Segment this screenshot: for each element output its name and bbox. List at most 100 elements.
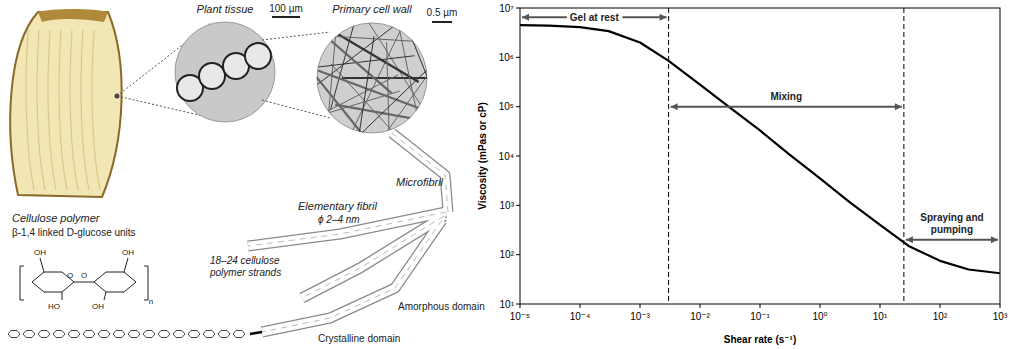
label: Crystalline domain (318, 333, 400, 344)
x-tick (700, 304, 701, 308)
x-tick (940, 304, 941, 308)
viscosity-curve (520, 25, 1000, 273)
plot-area (520, 8, 1000, 304)
x-tick (580, 304, 581, 308)
fibre (363, 14, 438, 132)
fibril-outline (392, 133, 448, 212)
region-arrow (906, 239, 998, 241)
x-axis-title: Shear rate (s⁻¹) (724, 334, 797, 345)
label-patch (567, 11, 623, 24)
label: Plant tissue (197, 3, 254, 15)
fibre (286, 2, 392, 94)
fibre (353, 36, 374, 174)
x-tick-label: 10² (933, 311, 948, 322)
glucose-unit (188, 331, 200, 338)
x-tick (1000, 304, 1001, 308)
ring (94, 272, 136, 292)
figure: Plant tissue100 µmPrimary cell wall0.5 µ… (0, 0, 1022, 349)
x-tick-label: 10⁻² (690, 311, 710, 322)
atom-label: n (149, 297, 153, 306)
y-tick-label: 10⁴ (499, 151, 514, 162)
fibres (266, 0, 482, 182)
glucose-unit (143, 331, 155, 338)
glucose-unit (158, 331, 170, 338)
fibre (275, 56, 414, 72)
x-tick (880, 304, 881, 308)
diagram: Plant tissue100 µmPrimary cell wall0.5 µ… (8, 0, 485, 344)
bulb-top (38, 9, 108, 22)
y-tick (516, 8, 520, 9)
arrow-head (906, 236, 913, 243)
label: Primary cell wall (332, 3, 412, 15)
fibril-strand (392, 133, 448, 212)
ring (32, 272, 74, 292)
scale-bar (272, 16, 300, 18)
cell (199, 63, 225, 89)
atom-label: OH (92, 302, 104, 311)
fibre (298, 11, 418, 82)
fibril-body (302, 216, 444, 298)
bracket (20, 266, 148, 300)
arrow-head (991, 236, 998, 243)
fibril-strand (248, 212, 446, 246)
y-tick (516, 106, 520, 107)
annotations: Gel at restMixingSpraying andpumping (522, 11, 998, 243)
structure: OH HO O OH O OH n (20, 248, 153, 311)
atom-label: O (67, 271, 73, 280)
plot-frame (520, 8, 1000, 304)
x-tick (640, 304, 641, 308)
y-tick-label: 10² (500, 249, 515, 260)
atom-label: O (81, 271, 87, 280)
y-tick-label: 10⁷ (499, 3, 514, 14)
y-tick-label: 10⁶ (499, 52, 514, 63)
bulb-ridge (70, 30, 78, 190)
glucose-unit (68, 331, 80, 338)
scale-label: 100 µm (269, 3, 303, 14)
label: Cellulose polymer (12, 212, 101, 224)
bulb-ridge (59, 30, 67, 190)
label: β-1,4 linked D-glucose units (12, 227, 136, 238)
atom-label: OH (122, 248, 134, 257)
annotation-label: Gel at rest (570, 12, 620, 23)
bulb-ridge (37, 30, 45, 190)
y-tick-label: 10⁵ (499, 101, 514, 112)
x-tick-label: 10⁰ (812, 311, 827, 322)
label: Microfibril (396, 176, 444, 188)
y-tick (516, 156, 520, 157)
glucose-unit (53, 331, 65, 338)
bulb-ridge (26, 30, 34, 190)
bulb-ridge (92, 30, 100, 190)
x-tick (520, 304, 521, 308)
text-line: 18–24 cellulose (210, 255, 280, 266)
glucose-unit (218, 331, 230, 338)
arrow-head (895, 103, 902, 110)
fibril-body (392, 133, 448, 212)
fibre (360, 37, 461, 134)
zoom-line (262, 100, 330, 118)
bulb (10, 12, 121, 197)
fibre (298, 34, 438, 43)
arrow-head (671, 103, 678, 110)
x-tick-label: 10⁻⁴ (570, 311, 591, 322)
glucose-unit (83, 331, 95, 338)
annotation-label: Mixing (770, 91, 802, 102)
glucose-unit (98, 331, 110, 338)
y-tick (516, 254, 520, 255)
y-tick (516, 205, 520, 206)
glucose-unit (8, 331, 20, 338)
glucose-unit (23, 331, 35, 338)
x-tick-label: 10⁻¹ (750, 311, 770, 322)
glucose-unit (38, 331, 50, 338)
glucose-unit (173, 331, 185, 338)
glucose-unit (233, 331, 245, 338)
glucose-unit (128, 331, 140, 338)
label: Elementary fibril (298, 200, 377, 212)
bulb-ridge (81, 30, 89, 190)
label: ϕ 2–4 nm (318, 214, 360, 225)
bonds (40, 258, 128, 300)
atom-label: HO (48, 302, 60, 311)
atom-label: OH (34, 248, 46, 257)
fibril-strand (262, 220, 442, 332)
scale-bar (432, 21, 452, 23)
region-divider (903, 8, 904, 304)
